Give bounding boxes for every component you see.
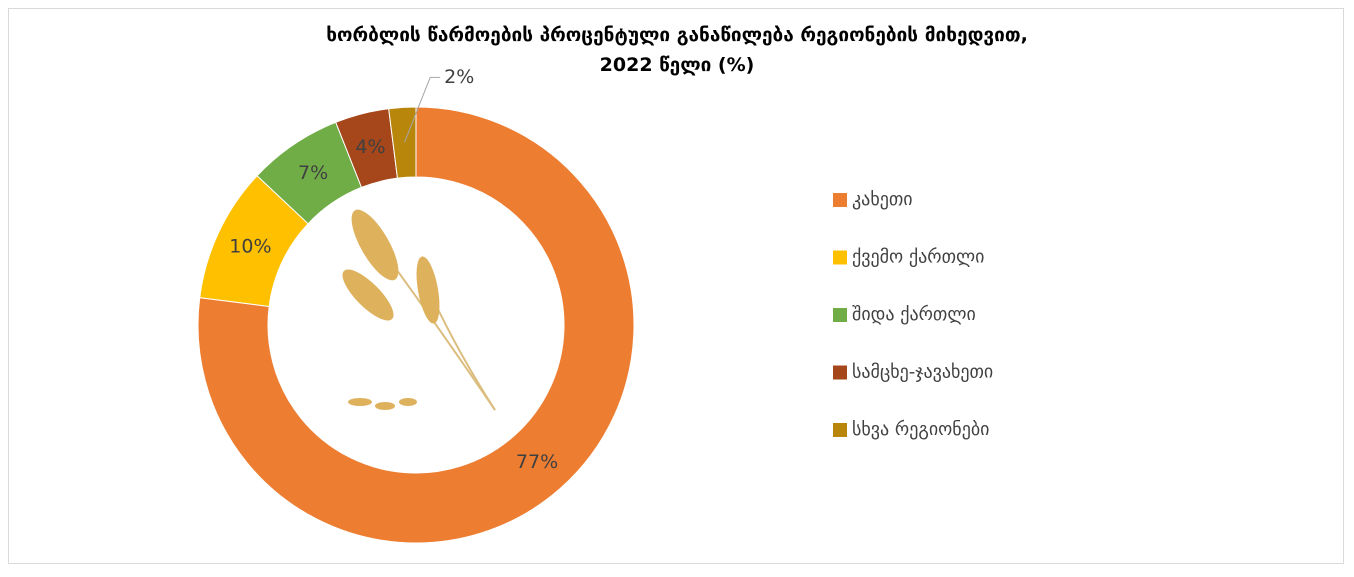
legend-swatch [833,423,847,437]
leader-line [404,76,441,143]
legend-label: სხვა რეგიონები [852,419,989,440]
chart-title: ხორბლის წარმოების პროცენტული განაწილება … [326,24,1028,76]
legend-swatch [833,365,847,380]
legend-label: კახეთი [852,189,913,210]
data-label: 77% [516,451,558,473]
data-label: 10% [229,236,271,258]
legend-label: სამცხე-ჯავახეთი [852,362,993,383]
donut-slice [388,106,417,179]
legend-swatch [833,193,847,207]
legend-swatch [833,250,847,265]
legend-label: შიდა ქართლი [852,304,976,325]
data-label: 4% [355,136,385,158]
legend-swatch [833,308,847,322]
donut-slice [197,106,635,544]
chart-frame [8,8,1344,564]
data-label: 2% [444,66,474,88]
data-label: 7% [298,162,328,184]
legend-label: ქვემო ქართლი [852,247,984,268]
wheat-decoration [342,209,496,411]
